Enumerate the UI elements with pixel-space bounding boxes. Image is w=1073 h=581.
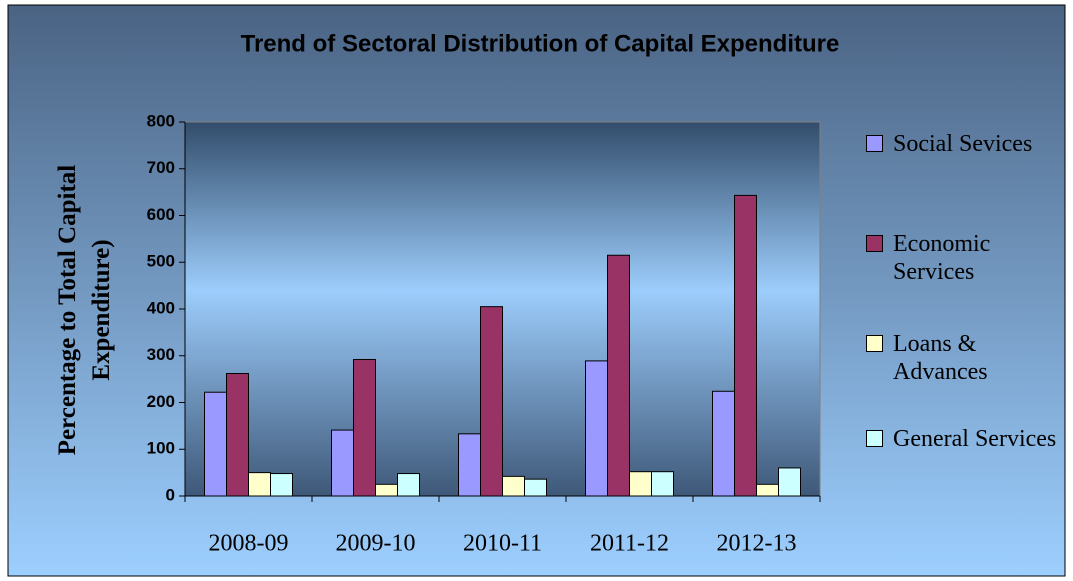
legend-label: Loans & Advances xyxy=(893,331,988,385)
bar xyxy=(585,360,608,497)
bar xyxy=(651,471,674,497)
bar xyxy=(778,467,801,497)
legend-swatch xyxy=(866,235,883,252)
bar xyxy=(204,391,227,497)
legend-swatch xyxy=(866,430,883,447)
bar xyxy=(248,472,271,497)
bar xyxy=(480,306,503,497)
y-tick-label: 300 xyxy=(147,345,175,364)
bar xyxy=(375,483,398,497)
y-tick-label: 600 xyxy=(147,205,175,224)
bar xyxy=(270,473,293,497)
bar xyxy=(629,471,652,497)
y-tick-label: 0 xyxy=(166,485,175,504)
legend-swatch xyxy=(866,135,883,152)
y-tick-label: 100 xyxy=(147,439,175,458)
bar xyxy=(226,373,249,497)
bar xyxy=(397,473,420,497)
legend-item: Social Sevices xyxy=(866,130,1073,158)
bar xyxy=(353,358,376,497)
bar xyxy=(331,429,354,497)
y-tick-label: 400 xyxy=(147,298,175,317)
bar xyxy=(734,194,757,497)
legend-label: Social Sevices xyxy=(893,131,1033,157)
legend-item: Economic Services xyxy=(866,230,1073,286)
y-tick-label: 700 xyxy=(147,158,175,177)
y-tick-label: 500 xyxy=(147,252,175,271)
legend-item: Loans & Advances xyxy=(866,330,1073,386)
y-tick-label: 200 xyxy=(147,392,175,411)
x-tick-label: 2012-13 xyxy=(717,531,797,557)
bar xyxy=(458,433,481,497)
y-axis-title: Percentage to Total Capital Expenditure) xyxy=(54,164,115,456)
bar xyxy=(712,390,735,497)
bar xyxy=(607,254,630,497)
legend-item: General Services xyxy=(866,425,1073,453)
legend-label: Economic Services xyxy=(893,231,991,285)
x-tick-label: 2010-11 xyxy=(463,531,542,557)
x-tick-label: 2008-09 xyxy=(209,531,289,557)
legend-swatch xyxy=(866,335,883,352)
chart-title: Trend of Sectoral Distribution of Capita… xyxy=(241,30,840,57)
x-tick-label: 2011-12 xyxy=(590,531,669,557)
bar xyxy=(502,475,525,497)
legend-label: General Services xyxy=(893,426,1057,452)
y-tick-label: 800 xyxy=(147,111,175,130)
bar xyxy=(756,483,779,497)
x-tick-label: 2009-10 xyxy=(336,531,416,557)
bar xyxy=(524,478,547,497)
